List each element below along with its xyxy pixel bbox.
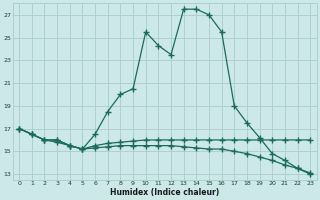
X-axis label: Humidex (Indice chaleur): Humidex (Indice chaleur) <box>110 188 219 197</box>
